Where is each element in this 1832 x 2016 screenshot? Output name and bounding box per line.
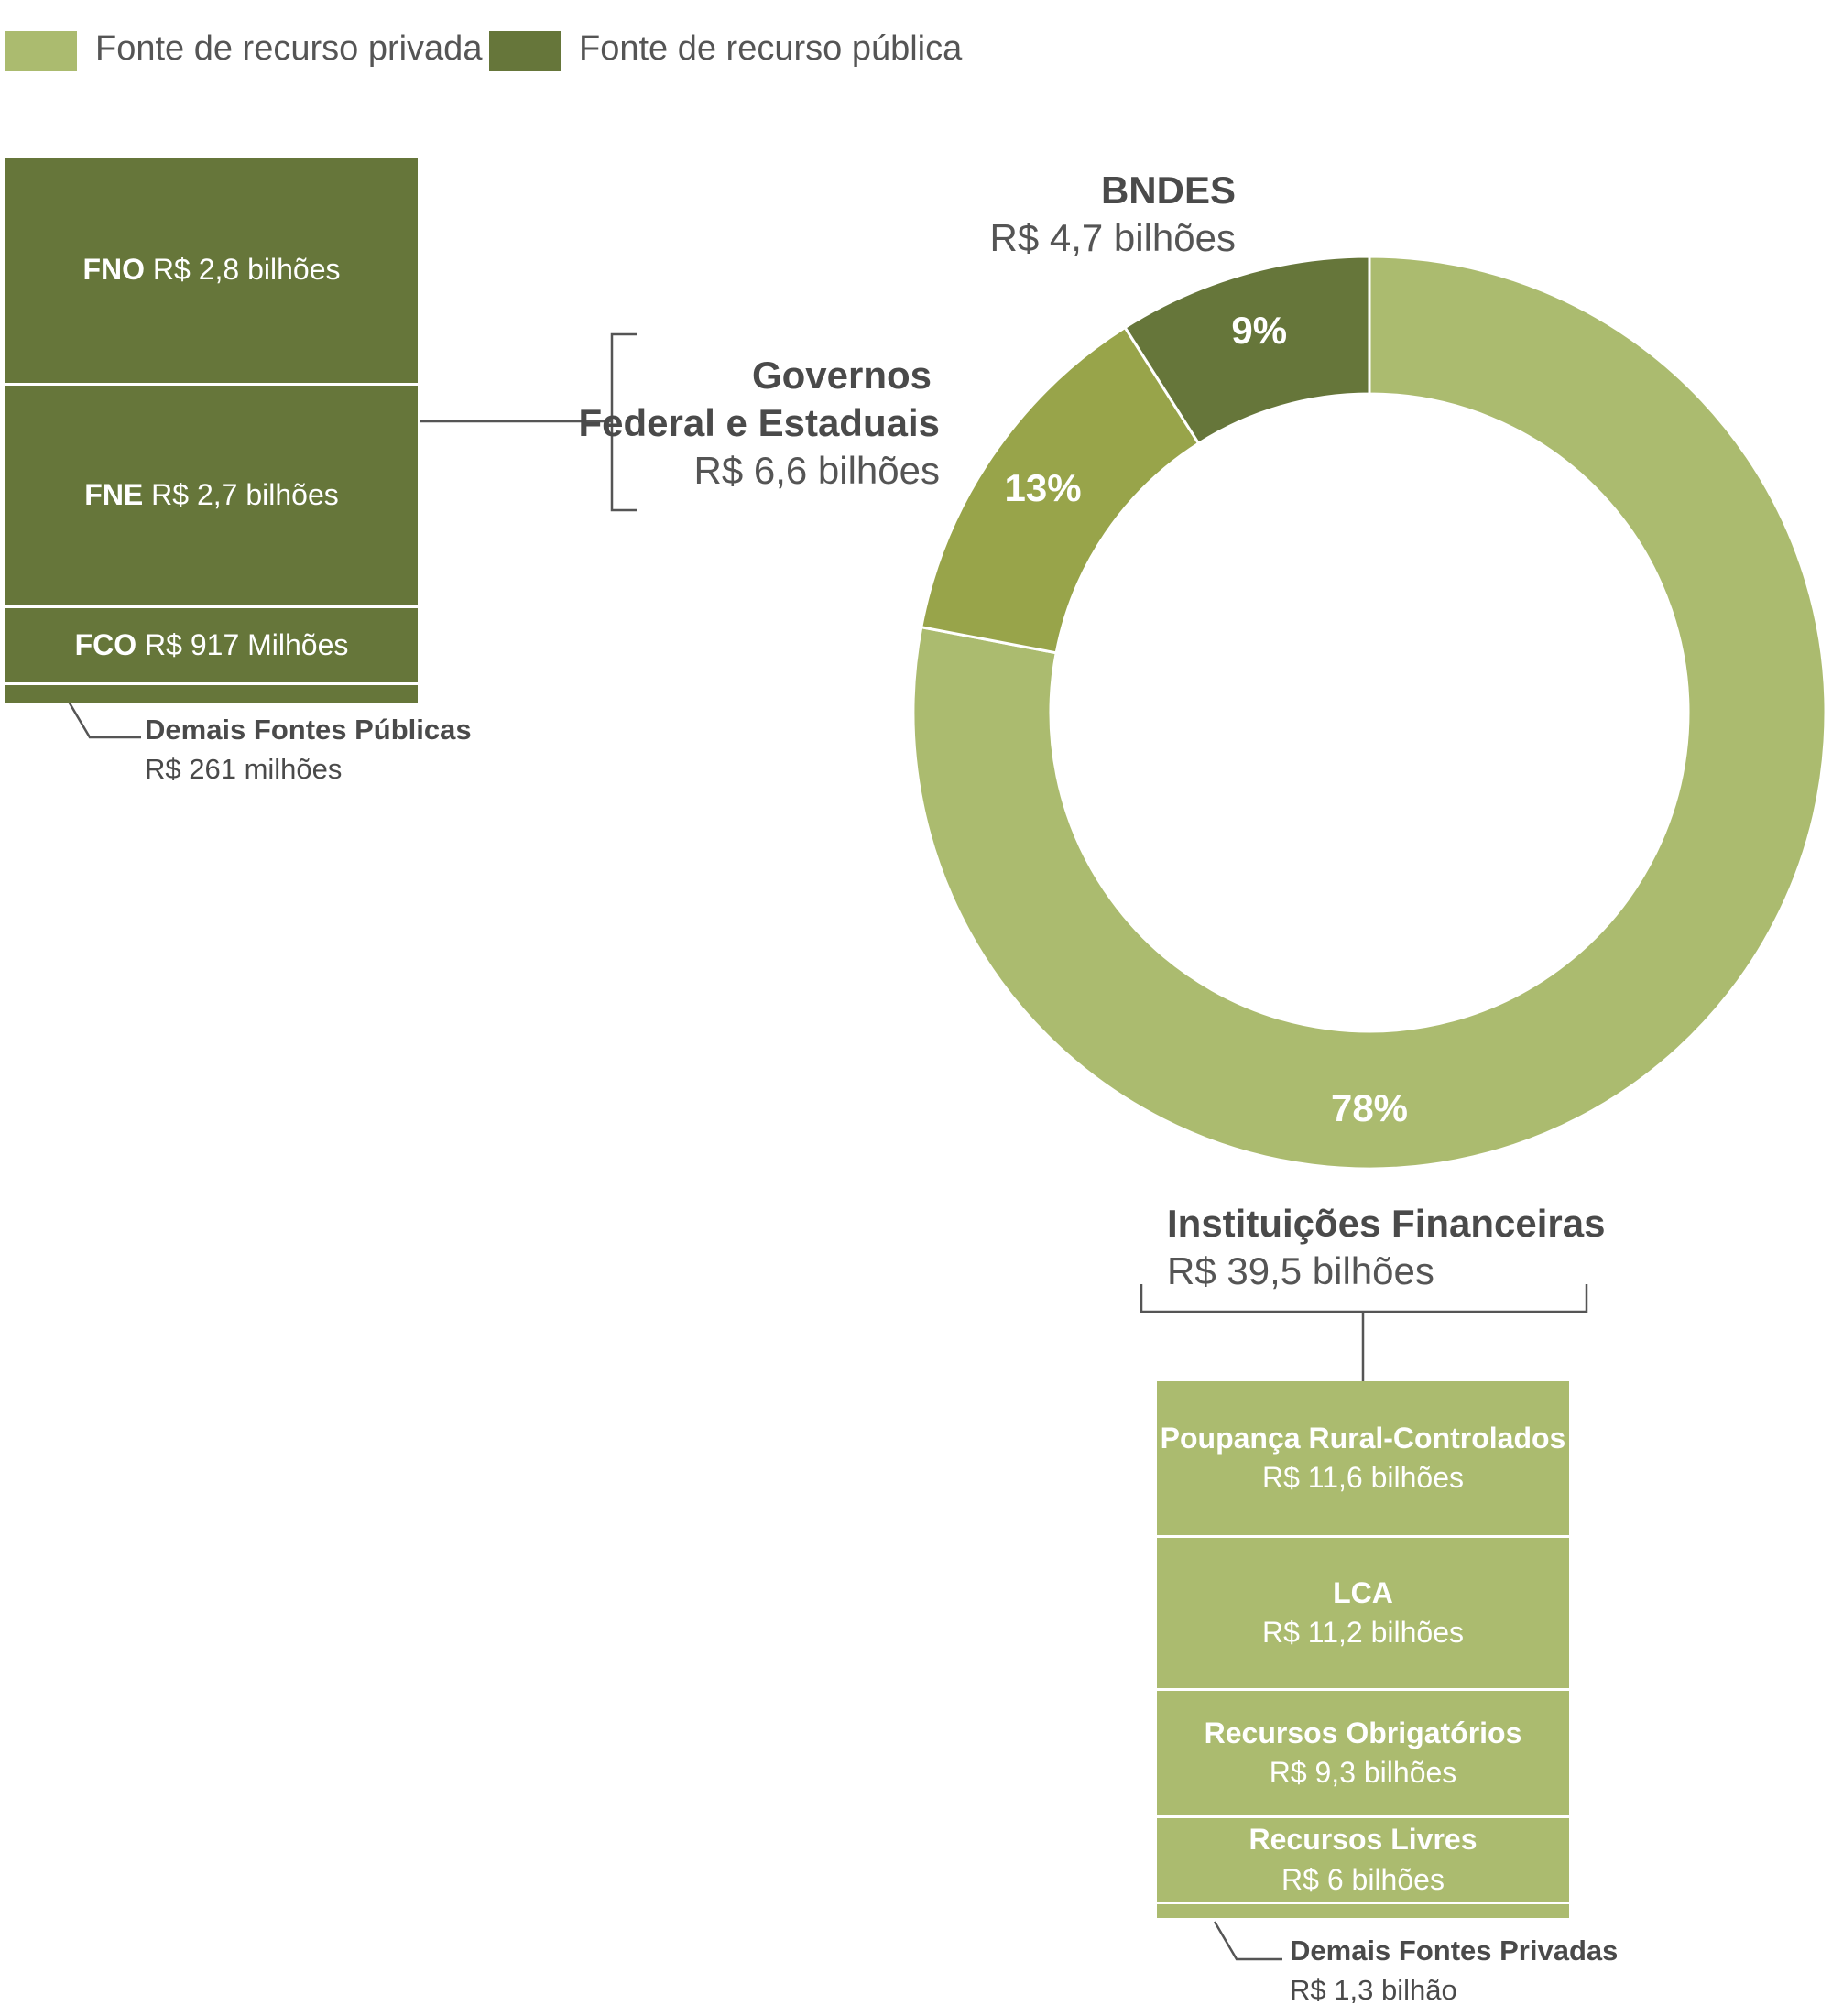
public-other-leader [67, 701, 141, 739]
fne-amount: R$ 2,7 bilhões [151, 478, 339, 512]
public-breakdown-stack: FNO R$ 2,8 bilhões FNE R$ 2,7 bilhões FC… [5, 158, 418, 703]
private-seg-poupanca: Poupança Rural-Controlados R$ 11,6 bilhõ… [1157, 1381, 1569, 1535]
private-seg-lca: LCA R$ 11,2 bilhões [1157, 1538, 1569, 1688]
private-seg-livres: Recursos Livres R$ 6 bilhões [1157, 1818, 1569, 1902]
instituicoes-name: Instituições Financeiras [1167, 1202, 1606, 1245]
instituicoes-amount: R$ 39,5 bilhões [1167, 1249, 1434, 1292]
fno-name: FNO [82, 253, 146, 287]
public-other-amount: R$ 261 milhões [145, 753, 343, 786]
fne-name: FNE [84, 478, 144, 512]
slice-instituicoes-label: 78% [1331, 1086, 1408, 1129]
public-other-note: Demais Fontes Públicas R$ 261 milhões [145, 710, 472, 790]
livres-amount: R$ 6 bilhões [1281, 1862, 1445, 1896]
slice-bndes-label: 9% [1231, 309, 1287, 352]
governos-name-line2: Federal e Estaduais [578, 401, 940, 444]
public-other-name: Demais Fontes Públicas [145, 714, 472, 746]
fco-name: FCO [74, 627, 137, 661]
private-other-note: Demais Fontes Privadas R$ 1,3 bilhão [1290, 1931, 1618, 2011]
slice-governos-label: 13% [1004, 466, 1081, 509]
private-seg-obrigatorios: Recursos Obrigatórios R$ 9,3 bilhões [1157, 1691, 1569, 1815]
public-seg-other [5, 685, 418, 703]
private-other-amount: R$ 1,3 bilhão [1290, 1974, 1457, 2007]
legend-label-private: Fonte de recurso privada [95, 29, 483, 68]
livres-name: Recursos Livres [1249, 1823, 1478, 1857]
poupanca-amount: R$ 11,6 bilhões [1262, 1461, 1464, 1494]
legend-swatch-public [489, 31, 561, 71]
public-seg-fno: FNO R$ 2,8 bilhões [5, 158, 418, 383]
donut-chart: 78% 13% 9% [911, 255, 1827, 1171]
bndes-amount: R$ 4,7 bilhões [989, 216, 1236, 259]
private-other-leader [1213, 1921, 1282, 1961]
legend-label-public: Fonte de recurso pública [579, 29, 963, 68]
bndes-name: BNDES [1100, 169, 1236, 212]
slice-bndes [1123, 255, 1371, 446]
legend-swatch-private [5, 31, 77, 71]
governos-name-line1: Governos [751, 354, 932, 397]
private-other-name: Demais Fontes Privadas [1290, 1934, 1619, 1967]
obrigatorios-amount: R$ 9,3 bilhões [1269, 1756, 1457, 1789]
fno-amount: R$ 2,8 bilhões [152, 253, 341, 287]
slice-instituicoes [911, 255, 1827, 1171]
poupanca-name: Poupança Rural-Controlados [1160, 1421, 1566, 1455]
public-seg-fco: FCO R$ 917 Milhões [5, 608, 418, 682]
private-breakdown-stack: Poupança Rural-Controlados R$ 11,6 bilhõ… [1157, 1381, 1569, 1918]
lca-amount: R$ 11,2 bilhões [1262, 1616, 1464, 1649]
public-seg-fne: FNE R$ 2,7 bilhões [5, 386, 418, 605]
governos-amount: R$ 6,6 bilhões [693, 449, 940, 492]
lca-name: LCA [1333, 1575, 1393, 1609]
obrigatorios-name: Recursos Obrigatórios [1204, 1716, 1522, 1749]
private-seg-other [1157, 1904, 1569, 1918]
fco-amount: R$ 917 Milhões [145, 627, 349, 661]
